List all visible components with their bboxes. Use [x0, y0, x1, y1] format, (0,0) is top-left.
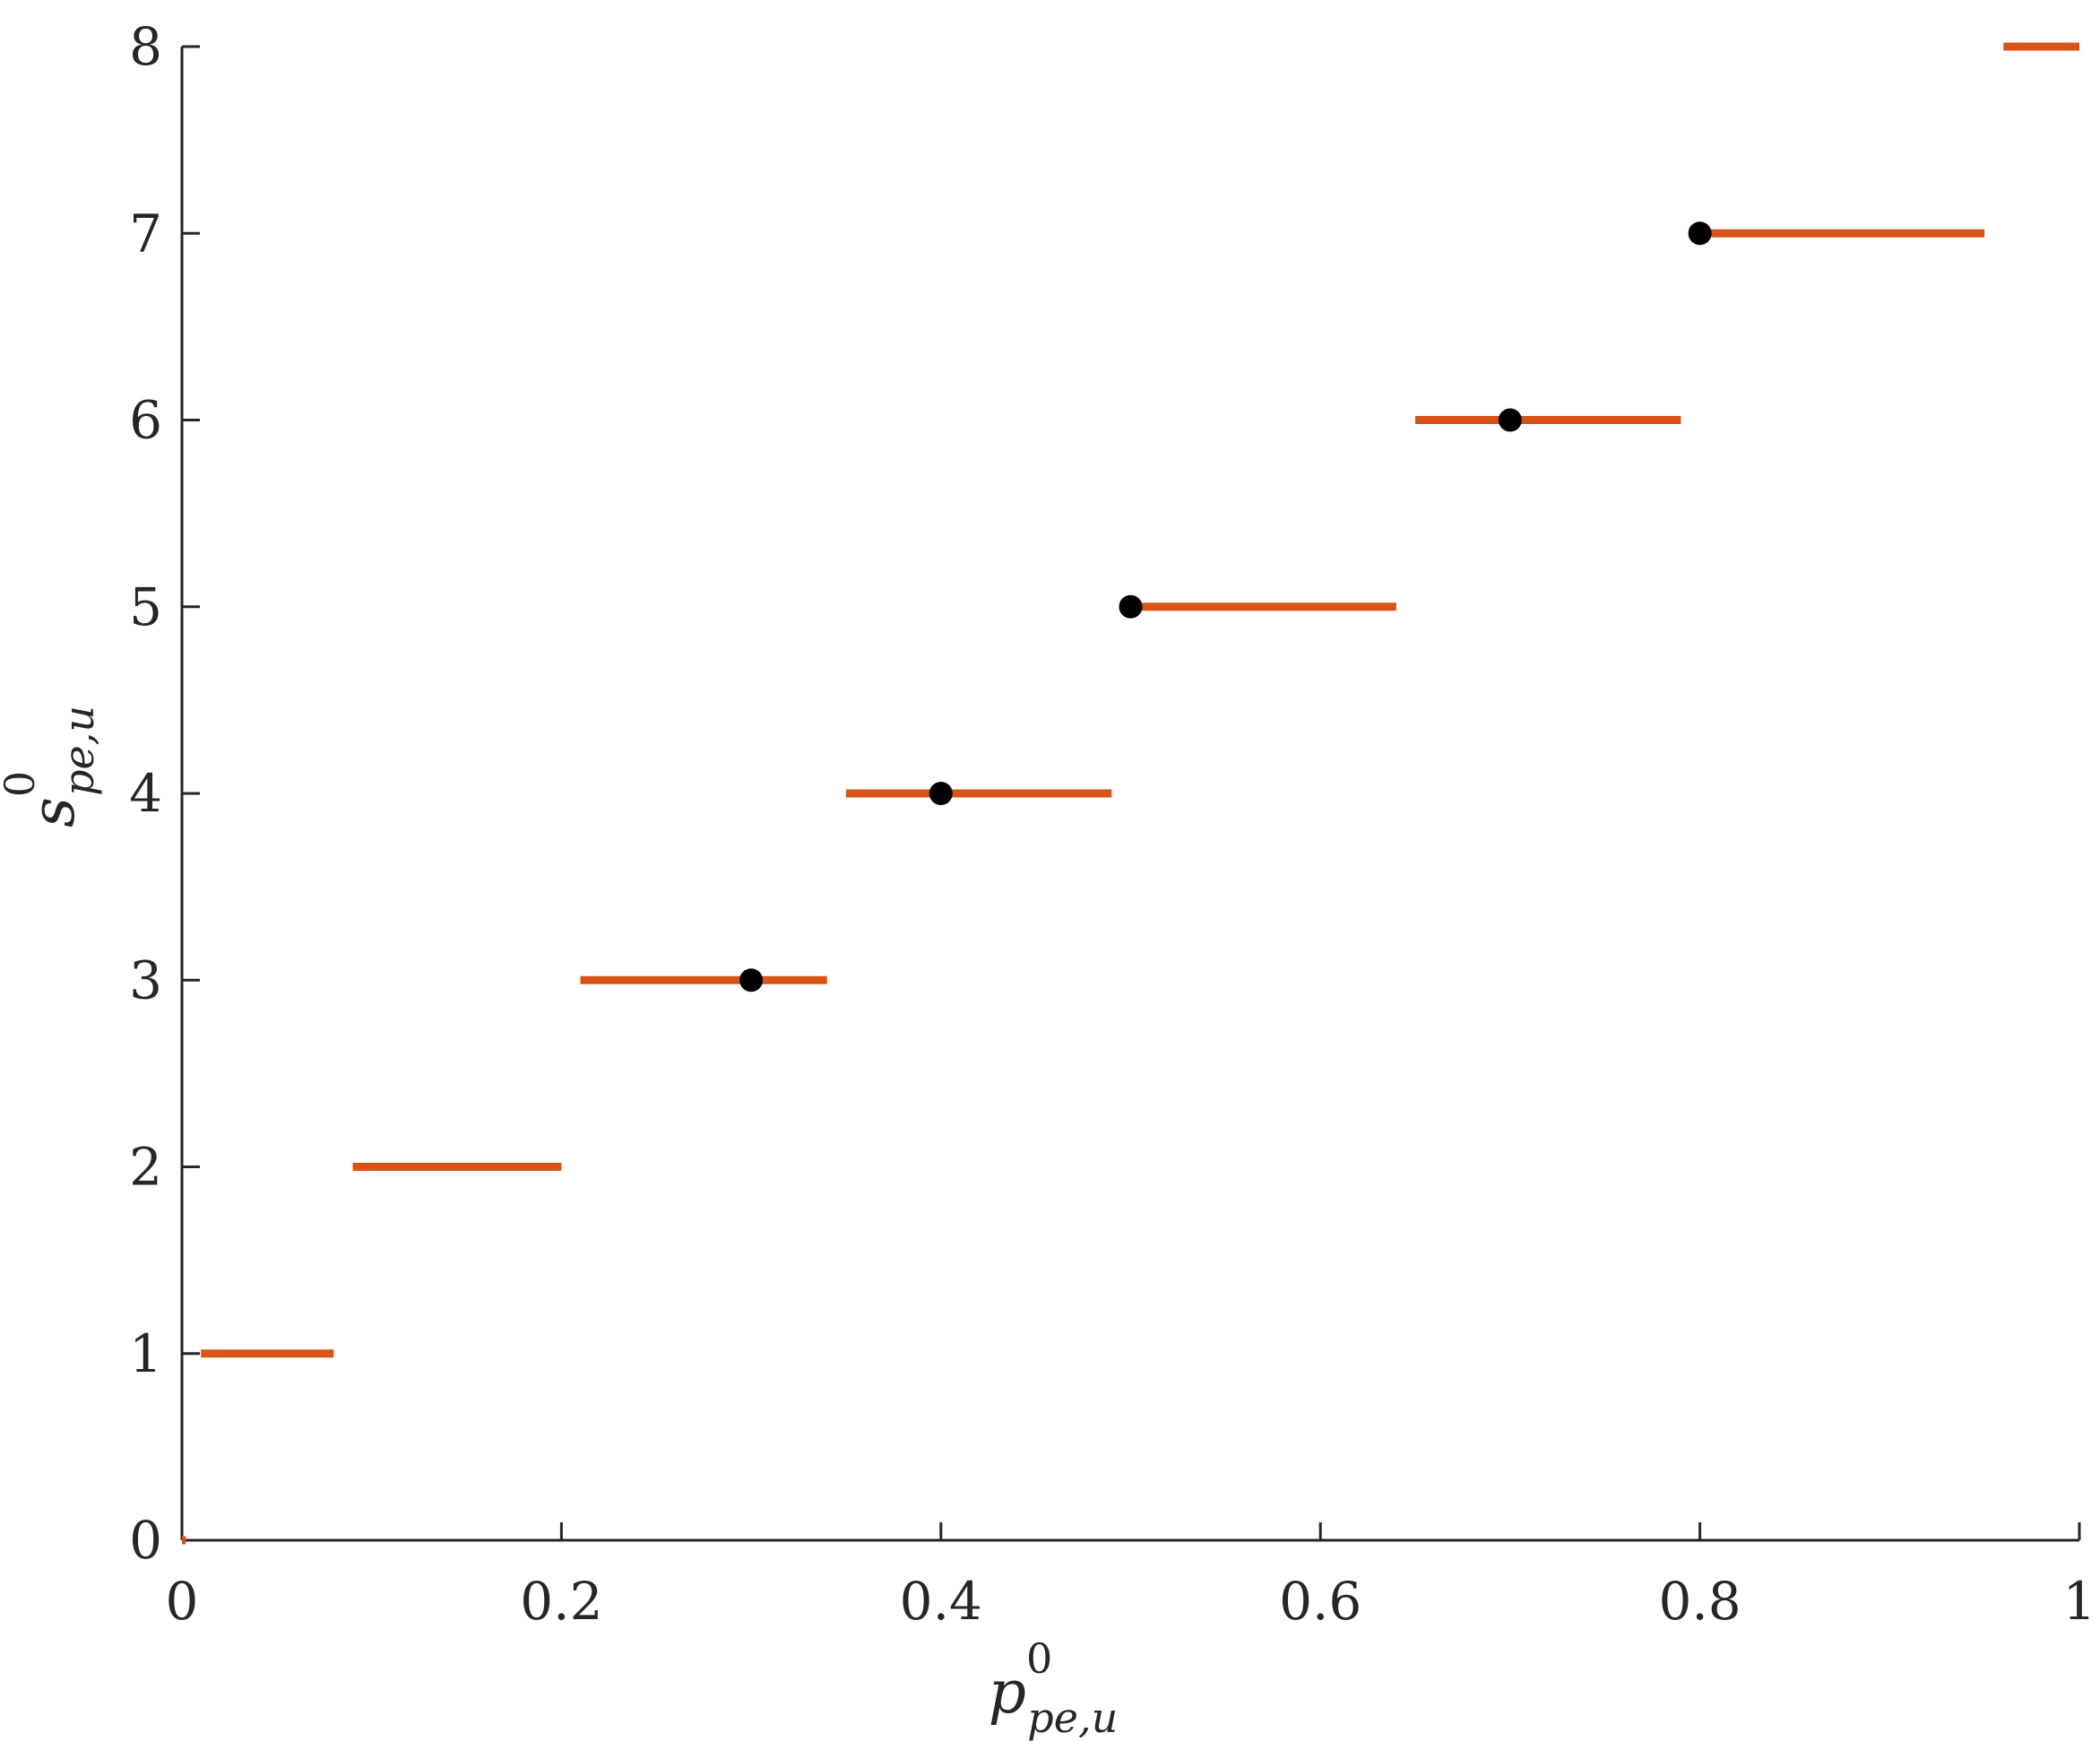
y-tick-label: 1	[129, 1323, 162, 1384]
axes: 0 0.2 0.4 0.6 0.8 1 0 1 2 3 4 5 6 7 8	[129, 16, 2096, 1632]
x-tick-label: 0	[166, 1571, 199, 1632]
data-point	[739, 968, 764, 992]
y-axis-title-sup: 0	[0, 771, 44, 797]
y-tick-label: 0	[129, 1510, 162, 1571]
y-axis-title-sub: pe,	[55, 732, 103, 796]
y-axis-title-base: s	[19, 797, 88, 828]
y-tick-label: 5	[129, 576, 162, 637]
y-axis-title-sub-italic: u	[55, 706, 103, 732]
segments	[182, 42, 2079, 1545]
x-tick-label: 0.8	[1658, 1571, 1741, 1632]
y-tick-label: 2	[129, 1137, 162, 1198]
data-point	[1688, 221, 1712, 246]
x-tick-label: 0.6	[1279, 1571, 1361, 1632]
data-point	[1498, 408, 1522, 432]
x-tick-label: 0.4	[900, 1571, 982, 1632]
y-tick-label: 7	[129, 203, 162, 264]
x-axis-title-base: p	[989, 1658, 1026, 1727]
y-tick-label: 6	[129, 390, 162, 451]
x-axis-title: p0 pe,u	[989, 1634, 1118, 1742]
points	[739, 221, 1712, 992]
data-point	[929, 782, 953, 805]
data-point	[1119, 594, 1143, 619]
y-axis-title: s0 pe,u	[0, 706, 103, 828]
x-tick-label: 0.2	[520, 1571, 602, 1632]
x-axis-title-sup: 0	[1026, 1634, 1052, 1683]
x-axis-title-sub-italic: u	[1092, 1694, 1119, 1742]
y-tick-label: 8	[129, 16, 162, 77]
x-tick-label: 1	[2063, 1571, 2096, 1632]
y-tick-label: 3	[129, 949, 162, 1010]
y-tick-label: 4	[129, 763, 162, 824]
x-axis-title-sub: pe,	[1027, 1694, 1091, 1742]
